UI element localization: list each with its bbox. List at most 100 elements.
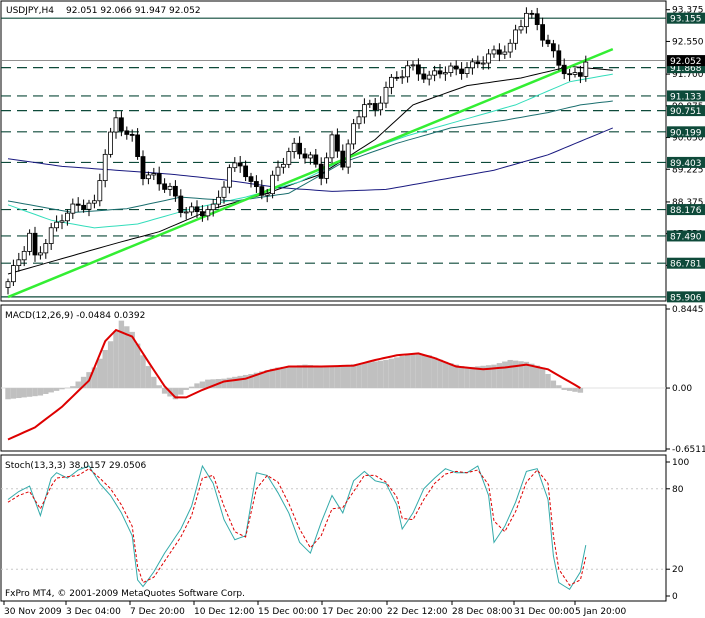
time-tick-label: 5 Jan 20:00 [575, 607, 627, 617]
candle-body [75, 203, 81, 206]
macd-histogram-bar [372, 361, 378, 389]
macd-histogram-bar [404, 354, 411, 389]
macd-histogram-bar [178, 388, 184, 395]
candle-body [81, 204, 86, 210]
price-tick-label: 90.050 [672, 134, 704, 144]
macd-histogram-bar [507, 359, 513, 389]
candle-body [388, 76, 394, 88]
time-tick-label: 31 Dec 00:00 [514, 607, 575, 617]
macd-histogram-bar [5, 388, 11, 400]
macd-tick-label: -0.6511 [672, 445, 705, 455]
level-price-tag [667, 12, 705, 24]
macd-histogram-bar [296, 365, 303, 389]
moving-average-line [7, 73, 613, 229]
time-tick-label: 17 Dec 20:00 [322, 607, 383, 617]
candle-body [259, 186, 265, 196]
candle-body [156, 173, 162, 185]
candle-body [534, 13, 540, 25]
macd-histogram-bar [156, 385, 162, 389]
candle-body [486, 53, 492, 64]
macd-histogram-bar [232, 376, 238, 389]
macd-histogram-bar [383, 359, 389, 389]
macd-histogram-bar [399, 356, 405, 389]
macd-histogram-bar [485, 365, 492, 389]
candle-body [275, 166, 281, 176]
macd-histogram-bar [43, 388, 49, 394]
symbol-header: USDJPY,H4 [6, 6, 54, 16]
candle-body [448, 65, 454, 74]
macd-histogram-bar [37, 388, 44, 396]
time-axis: 30 Nov 2009 3 Dec 04:00 7 Dec 20:00 10 Dec … [3, 601, 627, 617]
candle-body [216, 196, 222, 205]
candle-body [480, 62, 486, 65]
macd-histogram-bar [253, 372, 260, 389]
candle-body [356, 116, 362, 125]
macd-histogram-bar [53, 388, 60, 391]
trendline [7, 47, 614, 299]
candle-body [459, 68, 465, 74]
macd-histogram-bar [134, 343, 141, 389]
time-tick-label: 30 Nov 2009 [4, 607, 62, 617]
candle-body [113, 117, 119, 133]
stoch-pane[interactable]: Stoch(13,3,3) 38.0157 29.0506 FxPro MT4,… [0, 454, 667, 602]
macd-histogram-bar [550, 380, 557, 389]
candle-body [578, 72, 583, 77]
macd-histogram-bar [172, 388, 179, 400]
macd-histogram-bar [259, 371, 265, 389]
candle-body [426, 74, 432, 80]
macd-histogram-bar [350, 364, 357, 389]
candle-body [124, 130, 130, 135]
macd-histogram-bar [102, 349, 108, 389]
macd-pane[interactable]: MACD(12,26,9) -0.0484 0.0392 [0, 304, 667, 452]
time-tick-label: 3 Dec 04:00 [66, 607, 121, 617]
candle-body [329, 134, 335, 159]
candle-body [27, 232, 33, 252]
candle-body [432, 70, 438, 76]
candle-body [556, 50, 562, 66]
macd-histogram-bar [275, 367, 281, 389]
macd-histogram-bar [539, 367, 546, 389]
level-price-tag [667, 126, 705, 138]
macd-histogram-bar [291, 365, 297, 389]
macd-histogram-bar [188, 386, 195, 389]
macd-histogram-bar [431, 357, 438, 389]
macd-histogram-bar [561, 388, 567, 390]
candle-body [410, 64, 416, 67]
macd-histogram-bar [199, 381, 206, 389]
price-pane[interactable]: USDJPY,H4 92.051 92.066 91.947 92.052 [0, 0, 667, 302]
candle-body [199, 211, 205, 217]
candle-body [561, 64, 567, 75]
level-price-tag-label: 89.403 [670, 159, 702, 169]
candle-body [172, 185, 178, 197]
macd-histogram-bar [113, 330, 119, 389]
macd-histogram-bar [70, 386, 76, 389]
macd-histogram-bar [577, 388, 584, 393]
stoch-tick-label: 80 [672, 485, 684, 495]
ohlc-header: 92.051 92.066 91.947 92.052 [66, 6, 201, 16]
macd-histogram-bar [118, 320, 125, 389]
macd-histogram-bar [512, 360, 519, 389]
stoch-tick-label: 0 [672, 592, 678, 602]
macd-histogram-bar [475, 366, 481, 389]
candle-body [513, 29, 518, 44]
macd-histogram-bar [194, 383, 200, 389]
level-price-tag-label: 90.199 [670, 128, 702, 138]
candle-body [351, 123, 357, 145]
candle-body [507, 42, 513, 53]
macd-histogram-bar [361, 362, 368, 389]
candle-body [469, 61, 475, 69]
macd-histogram-bar [534, 365, 540, 389]
macd-histogram-bar [221, 378, 227, 389]
candle-body [108, 131, 113, 155]
macd-histogram-bar [345, 364, 351, 389]
candle-body [5, 281, 11, 288]
candle-body [415, 64, 421, 75]
candle-body [464, 67, 470, 74]
level-price-tag-label: 91.133 [670, 92, 702, 102]
macd-histogram-bar [394, 357, 400, 389]
time-tick-label: 28 Dec 08:00 [452, 607, 513, 617]
candle-body [140, 156, 146, 180]
level-price-tag-label: 88.176 [670, 206, 702, 216]
candle-body [59, 220, 65, 223]
stoch-pane-border [0, 454, 667, 602]
